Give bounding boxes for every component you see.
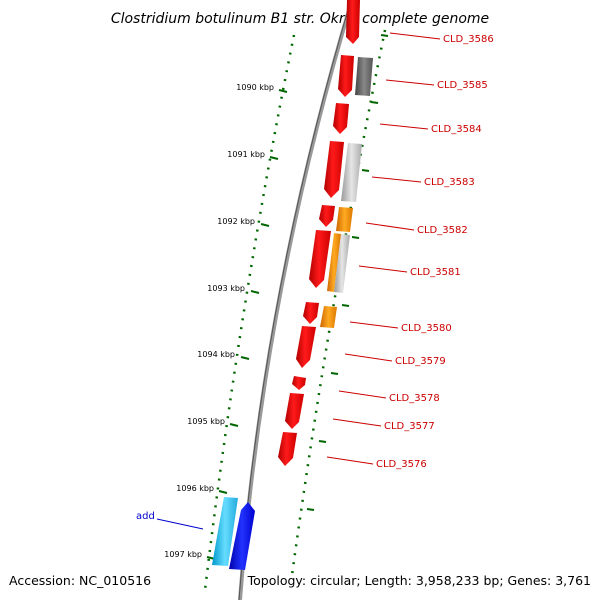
gene-label[interactable]: CLD_3579 bbox=[395, 356, 446, 367]
gene-cld-3580-orange[interactable] bbox=[320, 306, 337, 328]
gene-label-add[interactable]: add bbox=[136, 511, 155, 522]
gene-cld-3581-red[interactable] bbox=[309, 230, 331, 288]
gene-cld-3583-gray[interactable] bbox=[341, 143, 362, 202]
scale-tick bbox=[260, 223, 270, 227]
gene-add-cyan[interactable] bbox=[212, 497, 238, 566]
gene-label[interactable]: CLD_3577 bbox=[384, 421, 435, 432]
gene-label[interactable]: CLD_3578 bbox=[389, 393, 440, 404]
gene-cld-3577[interactable] bbox=[285, 393, 304, 429]
gene-cld-3581-orange[interactable] bbox=[327, 233, 341, 292]
gene-cld-3581-gray[interactable] bbox=[334, 234, 350, 293]
gene-cld-3586[interactable] bbox=[346, 0, 360, 44]
gene-label[interactable]: CLD_3583 bbox=[424, 177, 475, 188]
scale-tick-label: 1093 kbp bbox=[207, 284, 245, 293]
scale-tick-label: 1094 kbp bbox=[197, 350, 235, 359]
gene-cld-3582-red[interactable] bbox=[319, 205, 335, 227]
scale-tick-label: 1091 kbp bbox=[227, 150, 265, 159]
gene-features bbox=[278, 0, 373, 466]
scale-tick-label: 1095 kbp bbox=[187, 417, 225, 426]
scale-tick bbox=[269, 156, 279, 160]
right-scale-ticks bbox=[306, 34, 389, 511]
gene-label[interactable]: CLD_3582 bbox=[417, 225, 468, 236]
scale-tick bbox=[250, 290, 260, 294]
scale-tick bbox=[278, 89, 288, 93]
genome-title: Clostridium botulinum B1 str. Okra, comp… bbox=[111, 11, 489, 27]
gene-cld-3579[interactable] bbox=[296, 326, 316, 368]
gene-add-blue[interactable] bbox=[229, 502, 255, 570]
gene-label[interactable]: CLD_3581 bbox=[410, 267, 461, 278]
scale-tick-label: 1096 kbp bbox=[176, 484, 214, 493]
gene-cld-3583-red[interactable] bbox=[324, 141, 344, 198]
scale-tick-label: 1097 kbp bbox=[164, 550, 202, 559]
scale-tick bbox=[240, 356, 250, 360]
gene-cld-3576[interactable] bbox=[278, 432, 297, 466]
gene-cld-3582-orange[interactable] bbox=[336, 207, 353, 232]
gene-labels: CLD_3586 CLD_3585 CLD_3584 CLD_3583 CLD_… bbox=[136, 34, 494, 522]
scale-ticks: 1090 kbp 1091 kbp 1092 kbp 1093 kbp 1094… bbox=[164, 83, 288, 560]
gene-cld-3584[interactable] bbox=[333, 103, 349, 134]
scale-tick bbox=[218, 490, 228, 494]
gene-label[interactable]: CLD_3576 bbox=[376, 459, 427, 470]
gene-label[interactable]: CLD_3586 bbox=[443, 34, 494, 45]
gene-label[interactable]: CLD_3585 bbox=[437, 80, 488, 91]
gene-cld-3578[interactable] bbox=[292, 376, 306, 390]
accession-text: Accession: NC_010516 bbox=[9, 573, 151, 588]
scale-tick bbox=[229, 423, 239, 427]
gene-add[interactable] bbox=[212, 497, 255, 570]
scale-tick-label: 1092 kbp bbox=[217, 217, 255, 226]
topology-text: Topology: circular; Length: 3,958,233 bp… bbox=[247, 573, 591, 588]
gene-cld-3585-red[interactable] bbox=[338, 55, 354, 97]
gene-label[interactable]: CLD_3580 bbox=[401, 323, 452, 334]
add-label-connector bbox=[156, 518, 204, 530]
label-connectors bbox=[326, 32, 441, 465]
scale-tick-label: 1090 kbp bbox=[236, 83, 274, 92]
gene-cld-3580-red[interactable] bbox=[303, 302, 319, 324]
gene-cld-3585-gray[interactable] bbox=[355, 57, 373, 96]
gene-label[interactable]: CLD_3584 bbox=[431, 124, 482, 135]
